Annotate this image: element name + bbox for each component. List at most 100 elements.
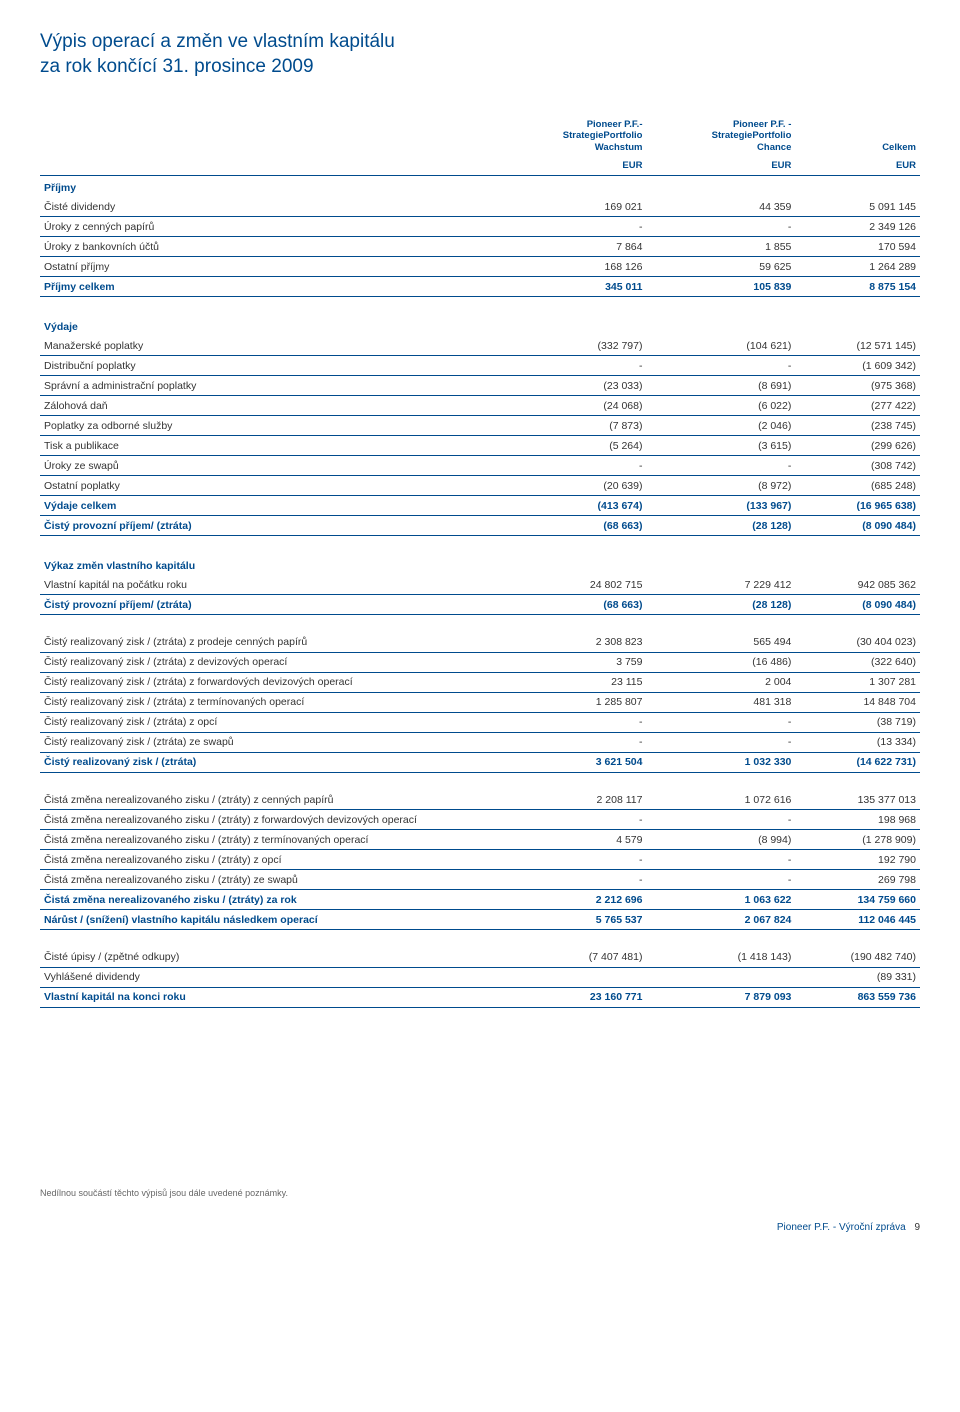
row-label: Úroky z cenných papírů bbox=[40, 217, 498, 237]
footer: Pioneer P.F. - Výroční zpráva 9 bbox=[40, 1222, 920, 1233]
table-row: Čistá změna nerealizovaného zisku / (ztr… bbox=[40, 890, 920, 910]
row-label: Distribuční poplatky bbox=[40, 356, 498, 376]
row-value: 23 160 771 bbox=[498, 987, 647, 1007]
row-value: - bbox=[646, 356, 795, 376]
row-label: Čistá změna nerealizovaného zisku / (ztr… bbox=[40, 830, 498, 850]
table-row: Čistý realizovaný zisk / (ztráta) z term… bbox=[40, 692, 920, 712]
row-label: Čistá změna nerealizovaného zisku / (ztr… bbox=[40, 790, 498, 810]
section-label: Výdaje bbox=[40, 315, 920, 337]
row-label: Výdaje celkem bbox=[40, 496, 498, 516]
row-label: Čistá změna nerealizovaného zisku / (ztr… bbox=[40, 890, 498, 910]
row-value: - bbox=[646, 712, 795, 732]
row-label: Vlastní kapitál na počátku roku bbox=[40, 575, 498, 595]
row-value: - bbox=[646, 217, 795, 237]
row-value: (28 128) bbox=[646, 516, 795, 536]
financial-table: Pioneer P.F.- StrategiePortfolio Wachstu… bbox=[40, 115, 920, 1008]
table-row: Poplatky za odborné služby(7 873)(2 046)… bbox=[40, 416, 920, 436]
row-label: Čisté dividendy bbox=[40, 197, 498, 217]
row-label: Tisk a publikace bbox=[40, 436, 498, 456]
row-value: 1 072 616 bbox=[646, 790, 795, 810]
row-value: - bbox=[498, 870, 647, 890]
row-value: 481 318 bbox=[646, 692, 795, 712]
row-value: 269 798 bbox=[795, 870, 920, 890]
footer-text: Pioneer P.F. - Výroční zpráva bbox=[777, 1222, 906, 1233]
row-value: 24 802 715 bbox=[498, 575, 647, 595]
row-value: (8 090 484) bbox=[795, 595, 920, 615]
row-label: Čistá změna nerealizovaného zisku / (ztr… bbox=[40, 850, 498, 870]
row-value: 7 864 bbox=[498, 237, 647, 257]
table-row: Úroky z bankovních účtů7 8641 855170 594 bbox=[40, 237, 920, 257]
row-label: Čisté úpisy / (zpětné odkupy) bbox=[40, 948, 498, 968]
row-label: Úroky ze swapů bbox=[40, 456, 498, 476]
table-row: Čistá změna nerealizovaného zisku / (ztr… bbox=[40, 810, 920, 830]
row-value: (3 615) bbox=[646, 436, 795, 456]
row-value: 7 229 412 bbox=[646, 575, 795, 595]
table-row: Čisté dividendy169 02144 3595 091 145 bbox=[40, 197, 920, 217]
row-value: (8 972) bbox=[646, 476, 795, 496]
section-head: Výkaz změn vlastního kapitálu bbox=[40, 554, 920, 576]
row-value: - bbox=[646, 456, 795, 476]
row-value: 23 115 bbox=[498, 672, 647, 692]
row-value: 1 285 807 bbox=[498, 692, 647, 712]
row-value: (7 873) bbox=[498, 416, 647, 436]
footnote: Nedílnou součástí těchto výpisů jsou dál… bbox=[40, 1188, 920, 1198]
row-value: 169 021 bbox=[498, 197, 647, 217]
section-label: Příjmy bbox=[40, 175, 920, 197]
row-value: 198 968 bbox=[795, 810, 920, 830]
table-row: Vlastní kapitál na konci roku23 160 7717… bbox=[40, 987, 920, 1007]
row-value: - bbox=[498, 456, 647, 476]
row-value: (322 640) bbox=[795, 652, 920, 672]
table-row: Čistý realizovaný zisk / (ztráta) z devi… bbox=[40, 652, 920, 672]
row-label: Ostatní poplatky bbox=[40, 476, 498, 496]
row-value: 5 765 537 bbox=[498, 910, 647, 930]
row-label: Manažerské poplatky bbox=[40, 336, 498, 356]
row-label: Zálohová daň bbox=[40, 396, 498, 416]
row-label: Čistý provozní příjem/ (ztráta) bbox=[40, 595, 498, 615]
row-value: - bbox=[498, 810, 647, 830]
row-label: Čistá změna nerealizovaného zisku / (ztr… bbox=[40, 810, 498, 830]
row-value: 2 208 117 bbox=[498, 790, 647, 810]
table-row: Ostatní poplatky(20 639)(8 972)(685 248) bbox=[40, 476, 920, 496]
table-row: Čistý provozní příjem/ (ztráta)(68 663)(… bbox=[40, 516, 920, 536]
row-value: - bbox=[646, 870, 795, 890]
table-row: Distribuční poplatky--(1 609 342) bbox=[40, 356, 920, 376]
row-value: 1 063 622 bbox=[646, 890, 795, 910]
row-value: (38 719) bbox=[795, 712, 920, 732]
row-value: (133 967) bbox=[646, 496, 795, 516]
row-value: (89 331) bbox=[795, 967, 920, 987]
row-value: 112 046 445 bbox=[795, 910, 920, 930]
section-head: Výdaje bbox=[40, 315, 920, 337]
header-row: Pioneer P.F.- StrategiePortfolio Wachstu… bbox=[40, 115, 920, 156]
row-value: 2 308 823 bbox=[498, 633, 647, 653]
title-line2: za rok končící 31. prosince 2009 bbox=[40, 56, 314, 77]
table-row: Nárůst / (snížení) vlastního kapitálu ná… bbox=[40, 910, 920, 930]
table-row: Úroky z cenných papírů--2 349 126 bbox=[40, 217, 920, 237]
row-label: Správní a administrační poplatky bbox=[40, 376, 498, 396]
row-value: (16 486) bbox=[646, 652, 795, 672]
table-row: Výdaje celkem(413 674)(133 967)(16 965 6… bbox=[40, 496, 920, 516]
row-value: (68 663) bbox=[498, 516, 647, 536]
row-value: 134 759 660 bbox=[795, 890, 920, 910]
row-label: Ostatní příjmy bbox=[40, 257, 498, 277]
row-value: - bbox=[498, 712, 647, 732]
row-value: 14 848 704 bbox=[795, 692, 920, 712]
row-label: Čistý realizovaný zisk / (ztráta) z forw… bbox=[40, 672, 498, 692]
row-value: (16 965 638) bbox=[795, 496, 920, 516]
table-row: Čisté úpisy / (zpětné odkupy)(7 407 481)… bbox=[40, 948, 920, 968]
row-value: 59 625 bbox=[646, 257, 795, 277]
row-value: 2 349 126 bbox=[795, 217, 920, 237]
table-row: Zálohová daň(24 068)(6 022)(277 422) bbox=[40, 396, 920, 416]
row-value: 942 085 362 bbox=[795, 575, 920, 595]
table-row: Čistý realizovaný zisk / (ztráta)3 621 5… bbox=[40, 752, 920, 772]
table-row: Čistý realizovaný zisk / (ztráta) z prod… bbox=[40, 633, 920, 653]
row-value: (13 334) bbox=[795, 732, 920, 752]
row-label: Čistý realizovaný zisk / (ztráta) z devi… bbox=[40, 652, 498, 672]
row-label: Čistý realizovaný zisk / (ztráta) z term… bbox=[40, 692, 498, 712]
row-value: 170 594 bbox=[795, 237, 920, 257]
row-label: Vyhlášené dividendy bbox=[40, 967, 498, 987]
row-value: 565 494 bbox=[646, 633, 795, 653]
table-row: Čistý provozní příjem/ (ztráta)(68 663)(… bbox=[40, 595, 920, 615]
row-label: Úroky z bankovních účtů bbox=[40, 237, 498, 257]
unit1: EUR bbox=[498, 157, 647, 176]
row-value: (14 622 731) bbox=[795, 752, 920, 772]
